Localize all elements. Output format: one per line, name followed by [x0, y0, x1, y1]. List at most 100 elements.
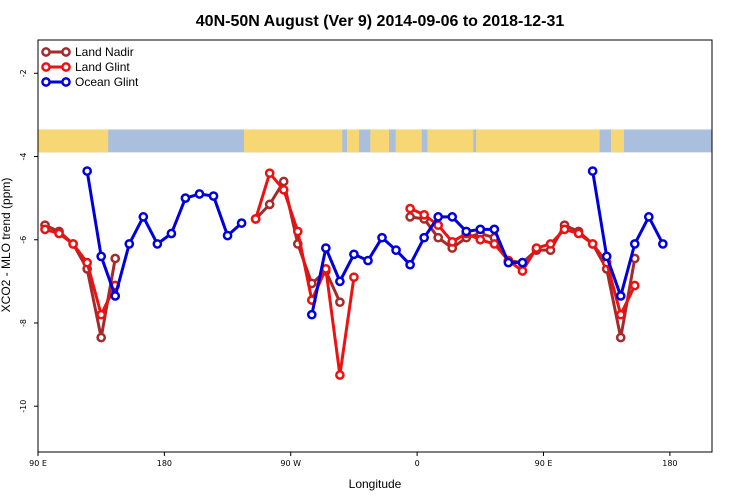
- data-point-ocean-glint: [363, 255, 373, 266]
- data-point-land-glint: [264, 168, 275, 179]
- land-band: [370, 129, 390, 153]
- legend-marker: [41, 62, 51, 72]
- series-land-glint: [40, 168, 640, 380]
- data-point-ocean-glint: [180, 193, 191, 203]
- data-point-land-glint: [531, 243, 542, 253]
- data-point-land-glint: [587, 239, 598, 249]
- x-tick-label: 0: [415, 459, 420, 468]
- legend-item-land-glint: Land Glint: [41, 60, 130, 74]
- data-point-land-glint: [349, 272, 359, 283]
- legend-label: Ocean Glint: [75, 75, 139, 89]
- data-point-ocean-glint: [391, 245, 401, 256]
- data-point-ocean-glint: [615, 291, 626, 301]
- data-point-land-nadir: [615, 332, 626, 343]
- y-tick-label: -2: [19, 69, 28, 77]
- legend-label: Land Glint: [75, 60, 130, 74]
- series-line-land-nadir: [409, 215, 637, 340]
- data-point-land-nadir: [264, 199, 275, 210]
- series-line-land-glint: [44, 227, 117, 317]
- data-point-ocean-glint: [643, 212, 654, 222]
- data-point-ocean-glint: [110, 291, 121, 301]
- series-ocean-glint: [82, 166, 668, 320]
- data-point-ocean-glint: [166, 228, 177, 239]
- data-point-ocean-glint: [489, 224, 500, 235]
- y-tick-label: -10: [19, 400, 28, 413]
- x-axis: 90 E 180 90 W 0 90 E 180: [29, 452, 678, 468]
- data-point-land-glint: [573, 228, 584, 239]
- data-point-ocean-glint: [335, 276, 345, 287]
- x-tick-label: 90 E: [29, 459, 47, 468]
- series-layer: [40, 166, 668, 380]
- data-point-ocean-glint: [208, 191, 219, 201]
- data-point-land-glint: [517, 266, 528, 276]
- data-point-land-glint: [475, 234, 486, 245]
- land-band: [346, 129, 360, 153]
- legend-marker: [61, 77, 71, 87]
- legend-label: Land Nadir: [75, 45, 134, 59]
- data-point-land-glint: [250, 214, 261, 224]
- data-point-ocean-glint: [405, 259, 415, 270]
- y-axis: -2 -4 -6 -8 -10: [19, 69, 38, 413]
- land-band: [427, 129, 474, 153]
- data-point-land-glint: [629, 280, 640, 291]
- data-point-ocean-glint: [96, 251, 107, 262]
- data-point-land-glint: [96, 309, 107, 320]
- data-point-ocean-glint: [447, 212, 458, 222]
- y-axis-label: XCO2 - MLO trend (ppm): [0, 178, 13, 313]
- series-land-nadir: [40, 176, 640, 343]
- data-point-ocean-glint: [475, 224, 486, 235]
- data-point-ocean-glint: [503, 257, 514, 268]
- legend-marker: [61, 47, 71, 57]
- chart-title: 40N-50N August (Ver 9) 2014-09-06 to 201…: [196, 13, 565, 30]
- data-point-ocean-glint: [629, 239, 640, 249]
- data-point-land-glint: [278, 184, 289, 195]
- land-band: [38, 129, 109, 153]
- data-point-land-nadir: [335, 297, 345, 308]
- land-band: [610, 129, 625, 153]
- data-point-ocean-glint: [236, 218, 247, 228]
- data-point-ocean-glint: [321, 243, 331, 253]
- x-tick-label: 90 E: [535, 459, 553, 468]
- data-point-ocean-glint: [138, 212, 149, 222]
- data-point-ocean-glint: [587, 166, 598, 176]
- plot-frame: [37, 39, 713, 453]
- legend-item-land-nadir: Land Nadir: [41, 45, 134, 59]
- data-point-ocean-glint: [658, 239, 668, 249]
- land-band: [243, 129, 343, 153]
- data-point-land-glint: [559, 224, 570, 235]
- data-point-land-glint: [82, 257, 92, 268]
- data-point-land-glint: [405, 203, 415, 214]
- data-point-land-glint: [447, 236, 458, 247]
- data-point-land-glint: [292, 226, 303, 237]
- series-line-land-nadir: [44, 223, 117, 340]
- data-point-ocean-glint: [124, 239, 135, 249]
- data-point-land-glint: [545, 239, 556, 249]
- series-line-ocean-glint: [310, 215, 523, 315]
- data-point-land-nadir: [278, 176, 289, 187]
- land-band: [476, 129, 600, 153]
- x-tick-label: 180: [157, 459, 172, 468]
- data-point-ocean-glint: [194, 189, 205, 199]
- data-point-land-glint: [40, 224, 50, 235]
- data-point-land-glint: [419, 209, 429, 220]
- land-band: [395, 129, 422, 153]
- data-point-land-glint: [68, 239, 78, 249]
- data-point-land-nadir: [110, 253, 121, 264]
- data-point-ocean-glint: [601, 251, 612, 262]
- data-point-ocean-glint: [349, 249, 359, 260]
- legend-marker: [41, 77, 51, 87]
- data-point-ocean-glint: [82, 166, 92, 176]
- x-tick-label: 90 W: [280, 459, 301, 468]
- series-line-ocean-glint: [85, 170, 243, 298]
- legend-marker: [41, 47, 51, 57]
- data-point-ocean-glint: [461, 226, 472, 237]
- data-point-land-nadir: [405, 212, 415, 222]
- data-point-land-nadir: [433, 232, 444, 243]
- x-tick-label: 180: [662, 459, 677, 468]
- x-axis-label: Longitude: [349, 477, 402, 491]
- data-point-ocean-glint: [306, 309, 317, 320]
- legend-marker: [61, 62, 71, 72]
- map-background-strip: [38, 129, 712, 153]
- y-tick-label: -4: [19, 153, 28, 161]
